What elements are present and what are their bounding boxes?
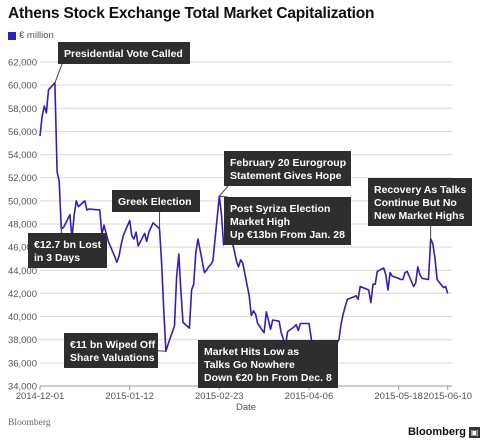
- chart-title: Athens Stock Exchange Total Market Capit…: [8, 5, 375, 22]
- x-axis-label: Date: [236, 402, 256, 413]
- x-tick-label: 2015-05-18: [374, 391, 423, 402]
- y-tick-label: 54,000: [8, 150, 37, 161]
- annotation-box: [224, 197, 351, 245]
- annotation-box: [368, 178, 472, 226]
- annotation-text: Talks Go Nowhere: [204, 359, 295, 371]
- legend-swatch: [8, 31, 16, 40]
- annotation-text: Down €20 bn From Dec. 8: [204, 372, 332, 384]
- annotation-presidential-vote: Presidential Vote Called: [54, 42, 190, 84]
- brand-logo: Bloomberg ▣: [408, 426, 480, 438]
- annotation-box: [64, 333, 158, 368]
- y-tick-label: 58,000: [8, 104, 37, 115]
- y-tick-label: 62,000: [8, 58, 37, 69]
- annotation-layer: Presidential Vote Called €12.7 bn Lostin …: [28, 42, 472, 388]
- annotation-text: Market Hits Low as: [204, 346, 299, 358]
- annotation-greek-election: Greek Election: [112, 190, 200, 229]
- annotation-text: Up €13bn From Jan. 28: [230, 229, 345, 241]
- annotation-text: Post Syriza Election: [230, 203, 330, 215]
- annotation-text: Share Valuations: [70, 352, 155, 364]
- annotation-text: Presidential Vote Called: [64, 48, 183, 60]
- annotation-text: Recovery As Talks: [374, 184, 466, 196]
- y-tick-label: 38,000: [8, 335, 37, 346]
- y-tick-label: 44,000: [8, 266, 37, 277]
- y-tick-label: 48,000: [8, 220, 37, 231]
- annotation-text: Statement Gives Hope: [230, 170, 342, 182]
- x-tick-label: 2015-01-12: [105, 391, 154, 402]
- annotation-box: [198, 340, 338, 388]
- annotation-box: [224, 151, 351, 186]
- legend: € million: [8, 30, 54, 41]
- y-tick-label: 52,000: [8, 173, 37, 184]
- y-tick-label: 34,000: [8, 382, 37, 393]
- annotation-text: New Market Highs: [374, 210, 465, 222]
- brand-text: Bloomberg: [407, 426, 466, 438]
- y-tick-label: 42,000: [8, 289, 37, 300]
- y-tick-label: 40,000: [8, 312, 37, 323]
- annotation-text: February 20 Eurogroup: [230, 157, 346, 169]
- y-tick-label: 46,000: [8, 243, 37, 254]
- y-tick-label: 36,000: [8, 358, 37, 369]
- y-tick-label: 60,000: [8, 81, 37, 92]
- annotation-text: Greek Election: [118, 196, 192, 208]
- annotation-box: [112, 190, 200, 212]
- annotation-text: in 3 Days: [34, 252, 80, 264]
- annotation-box: [58, 42, 190, 64]
- annotation-text: Continue But No: [374, 197, 457, 209]
- annotation-text: €12.7 bn Lost: [34, 239, 102, 251]
- annotation-box: [28, 233, 107, 268]
- annotation-leader: [219, 195, 229, 198]
- x-tick-label: 2015-02-23: [195, 391, 244, 402]
- x-tick-label: 2014-12-01: [16, 391, 65, 402]
- x-tick-label: 2015-06-10: [423, 391, 472, 402]
- series-line: [39, 82, 449, 365]
- annotation-text: Market High: [230, 216, 290, 228]
- annotation-leader: [54, 63, 63, 84]
- axis-layer: 34,000 36,000 38,000 40,000 42,000 44,000 46,0…: [8, 58, 472, 414]
- series-layer: [39, 82, 449, 365]
- annotation-text: €11 bn Wiped Off: [70, 339, 156, 351]
- legend-label: € million: [19, 30, 54, 41]
- y-tick-label: 56,000: [8, 127, 37, 138]
- bloomberg-logo-icon: ▣: [469, 426, 480, 438]
- annotation-leader: [218, 185, 229, 197]
- x-tick-label: 2015-04-06: [285, 391, 334, 402]
- source-note: Bloomberg: [8, 418, 51, 428]
- y-tick-label: 50,000: [8, 196, 37, 207]
